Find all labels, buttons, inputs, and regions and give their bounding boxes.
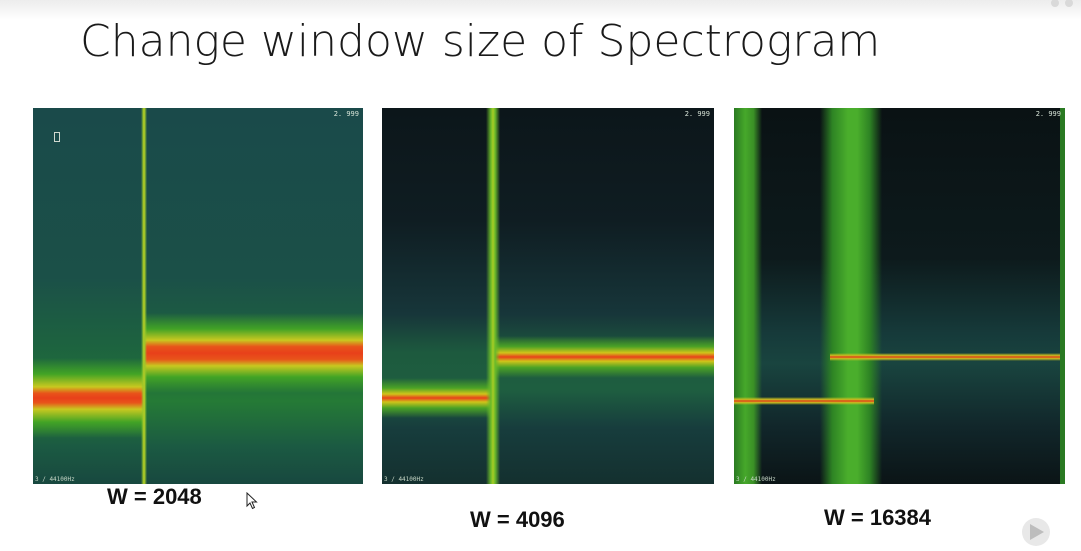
mouse-pointer-icon	[246, 491, 258, 515]
green-column-right	[1060, 108, 1065, 484]
harmonic-band-left	[382, 378, 492, 418]
harmonic-band-left	[33, 358, 145, 438]
caption-w16384: W = 16384	[824, 505, 932, 530]
selection-marker	[54, 132, 60, 142]
caption-w2048: W = 2048	[107, 484, 202, 509]
play-control-icon[interactable]	[1014, 512, 1064, 546]
harmonic-line-right	[830, 353, 1065, 361]
green-column-center	[820, 108, 882, 484]
transient-line	[486, 108, 500, 484]
time-label: 2. 999	[684, 110, 710, 118]
harmonic-band-right	[492, 336, 714, 378]
slide-title: Change window size of Spectrogram	[80, 16, 881, 67]
spectrogram-w16384: 2. 999 3 / 44100Hz	[734, 108, 1065, 484]
harmonic-band-right	[145, 313, 363, 393]
time-label: 2. 999	[1035, 110, 1061, 118]
frequency-label: 3 / 44100Hz	[384, 476, 424, 483]
frequency-label: 3 / 44100Hz	[736, 476, 776, 483]
caption-w4096: W = 4096	[470, 507, 565, 532]
green-column-left	[734, 108, 762, 484]
spectrogram-w2048: 2. 999 3 / 44100Hz	[33, 108, 363, 484]
transient-line	[141, 108, 147, 484]
top-band	[0, 0, 1081, 20]
spectrogram-w4096: 2. 999 3 / 44100Hz	[382, 108, 714, 484]
frequency-label: 3 / 44100Hz	[35, 476, 75, 483]
harmonic-line-left	[734, 397, 874, 405]
time-label: 2. 999	[333, 110, 359, 118]
window-corner-controls[interactable]	[1021, 0, 1081, 14]
